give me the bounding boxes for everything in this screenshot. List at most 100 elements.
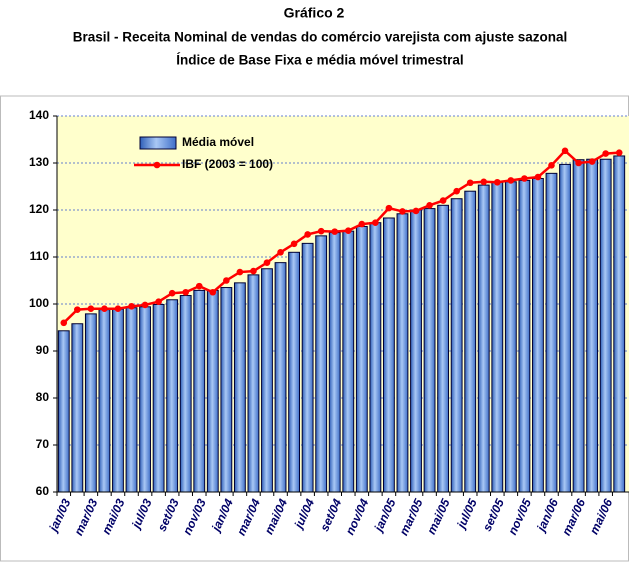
line-point bbox=[453, 187, 460, 195]
bar bbox=[450, 198, 463, 493]
line-point bbox=[344, 227, 352, 234]
bar bbox=[599, 158, 612, 493]
line-point bbox=[602, 150, 609, 157]
line-point bbox=[128, 303, 135, 310]
line-point bbox=[304, 231, 311, 238]
bar bbox=[572, 159, 585, 493]
bar bbox=[247, 274, 260, 493]
line-point bbox=[317, 227, 325, 235]
line-point bbox=[223, 277, 230, 284]
line-point bbox=[358, 220, 366, 228]
bar bbox=[179, 295, 192, 493]
bar bbox=[206, 289, 219, 493]
bar bbox=[437, 204, 450, 493]
legend-label: IBF (2003 = 100) bbox=[182, 157, 273, 171]
bar bbox=[301, 242, 314, 493]
bar bbox=[71, 323, 84, 493]
y-tick-label: 130 bbox=[29, 155, 49, 169]
bar bbox=[586, 158, 599, 493]
line-point bbox=[141, 301, 149, 309]
y-tick-label: 70 bbox=[36, 437, 50, 451]
bar bbox=[342, 230, 355, 493]
bar bbox=[464, 190, 477, 493]
legend-label: Média móvel bbox=[182, 135, 254, 149]
bar bbox=[328, 232, 341, 493]
bar bbox=[355, 225, 368, 493]
bar bbox=[139, 306, 151, 493]
line-point bbox=[250, 267, 257, 275]
line-point bbox=[575, 159, 582, 167]
y-tick-label: 60 bbox=[36, 484, 50, 498]
bar bbox=[274, 262, 287, 493]
bar bbox=[559, 163, 571, 493]
line-point bbox=[101, 305, 108, 313]
bar bbox=[233, 282, 246, 493]
bar bbox=[423, 208, 436, 493]
legend-swatch bbox=[139, 136, 177, 150]
line-point bbox=[372, 219, 379, 226]
line-point bbox=[399, 208, 406, 215]
bar bbox=[193, 289, 206, 493]
bar bbox=[396, 213, 409, 493]
bar bbox=[382, 217, 395, 493]
bar bbox=[504, 181, 517, 493]
bar bbox=[369, 222, 382, 493]
line-point bbox=[466, 179, 474, 187]
bar bbox=[84, 313, 97, 493]
bar bbox=[532, 178, 544, 493]
bar bbox=[491, 181, 504, 493]
bar bbox=[98, 309, 111, 493]
bar bbox=[613, 155, 626, 493]
bar bbox=[518, 179, 531, 493]
bar bbox=[315, 235, 328, 493]
line-point bbox=[331, 228, 339, 235]
bar bbox=[288, 251, 301, 493]
line-point bbox=[439, 197, 447, 204]
line-point bbox=[277, 249, 284, 256]
bar bbox=[112, 308, 124, 493]
line-point bbox=[74, 306, 81, 313]
bar bbox=[57, 330, 70, 493]
bar bbox=[410, 209, 422, 493]
line-point bbox=[507, 177, 515, 184]
line-point bbox=[195, 282, 203, 290]
line-point bbox=[87, 305, 95, 313]
y-tick-label: 120 bbox=[29, 202, 49, 216]
line-point bbox=[168, 289, 176, 297]
line-point bbox=[588, 158, 596, 165]
legend-swatch bbox=[153, 161, 161, 169]
line-point bbox=[521, 175, 528, 182]
bar bbox=[477, 184, 490, 493]
chart-subtitle: Brasil - Receita Nominal de vendas do co… bbox=[73, 30, 567, 45]
line-point bbox=[60, 319, 68, 327]
line-point bbox=[155, 298, 162, 305]
bar bbox=[125, 307, 138, 493]
bar bbox=[545, 172, 558, 493]
line-point bbox=[534, 173, 542, 181]
chart-title: Gráfico 2 bbox=[284, 5, 345, 21]
y-tick-label: 100 bbox=[29, 296, 49, 310]
y-tick-label: 140 bbox=[29, 108, 49, 122]
line-point bbox=[209, 288, 217, 296]
bar bbox=[166, 299, 179, 493]
bar bbox=[152, 303, 165, 493]
line-point bbox=[493, 178, 501, 186]
line-point bbox=[426, 202, 433, 209]
line-point bbox=[114, 305, 122, 313]
line-point bbox=[615, 149, 623, 156]
line-point bbox=[480, 178, 488, 186]
line-point bbox=[548, 162, 555, 169]
line-point bbox=[263, 259, 271, 266]
line-point bbox=[561, 147, 569, 155]
line-point bbox=[412, 207, 420, 215]
y-tick-label: 80 bbox=[36, 390, 50, 404]
line-point bbox=[385, 204, 393, 212]
y-tick-label: 90 bbox=[36, 343, 50, 357]
y-tick-label: 110 bbox=[30, 249, 50, 263]
bar bbox=[220, 287, 233, 493]
line-point bbox=[290, 240, 298, 248]
chart-subtitle: Índice de Base Fixa e média móvel trimes… bbox=[176, 53, 463, 68]
line-point bbox=[236, 268, 244, 276]
bar bbox=[261, 268, 273, 493]
